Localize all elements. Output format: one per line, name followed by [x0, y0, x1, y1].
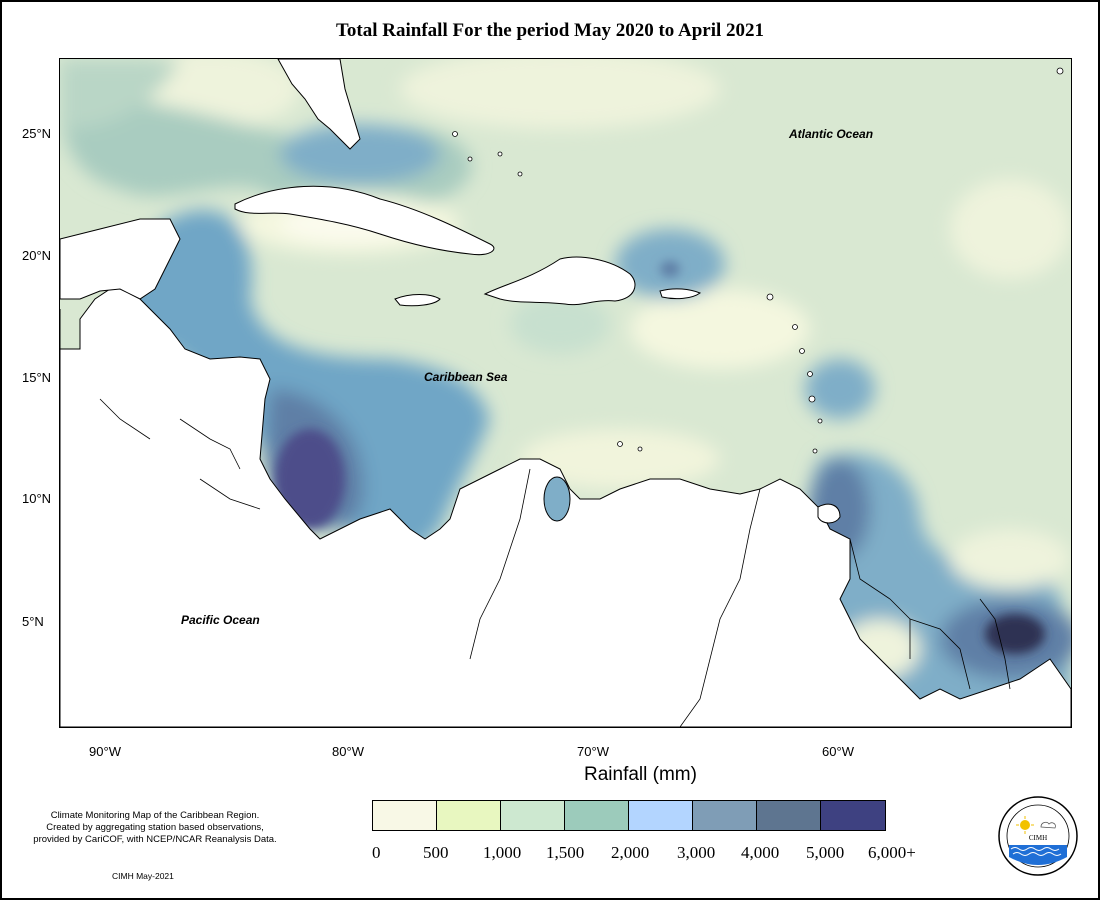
lon-label-60w: 60°W [822, 744, 854, 759]
lat-label-10n: 10°N [22, 491, 52, 506]
land-hispaniola [483, 256, 636, 306]
country-borders [99, 398, 1011, 727]
legend-swatch [437, 801, 501, 830]
legend-tick-label: 1,500 [546, 843, 585, 862]
legend-swatch [821, 801, 885, 830]
caribbean-sea-label: Caribbean Sea [424, 370, 508, 384]
atlantic-ocean-label: Atlantic Ocean [789, 127, 874, 141]
lon-label-80w: 80°W [332, 744, 364, 759]
legend-tick-label: 2,000 [611, 843, 650, 862]
land-puerto-rico [659, 288, 702, 300]
credit-line: Climate Monitoring Map of the Caribbean … [50, 810, 260, 821]
lat-label-20n: 20°N [22, 248, 52, 263]
legend-tick-label: 500 [423, 843, 449, 862]
legend-tick-label: 3,000 [677, 843, 716, 862]
credit-line: Created by aggregating station based obs… [46, 822, 264, 833]
legend-swatch [757, 801, 821, 830]
rainfall-map-svg [60, 59, 1071, 727]
svg-text:CIMH: CIMH [1029, 834, 1047, 842]
rainfall-core-max [275, 261, 1045, 654]
lake-maracaibo [543, 476, 571, 522]
legend-swatch [629, 801, 693, 830]
legend-tick-label: 5,000 [806, 843, 845, 862]
lat-label-5n: 5°N [22, 614, 44, 629]
rainfall-map [59, 58, 1072, 728]
legend-color-bar [372, 800, 886, 831]
legend-tick-label: 1,000 [483, 843, 522, 862]
legend-tick-label: 6,000+ [868, 843, 916, 862]
land-florida [277, 59, 361, 150]
legend-swatch [373, 801, 437, 830]
land-jamaica [394, 294, 441, 307]
lat-label-15n: 15°N [22, 370, 52, 385]
land-yucatan [60, 218, 181, 300]
credit-line: provided by CariCOF, with NCEP/NCAR Rean… [33, 834, 277, 845]
land-trinidad [817, 503, 841, 524]
legend-tick-label: 4,000 [741, 843, 780, 862]
legend-title: Rainfall (mm) [584, 764, 697, 785]
legend-swatch [693, 801, 757, 830]
credit-text: Climate Monitoring Map of the Caribbean … [20, 810, 290, 846]
lon-label-70w: 70°W [577, 744, 609, 759]
pacific-ocean-label: Pacific Ocean [181, 613, 260, 627]
credit-stamp: CIMH May-2021 [112, 871, 174, 881]
legend-swatch [501, 801, 565, 830]
land-cuba [234, 185, 495, 256]
lon-label-90w: 90°W [89, 744, 121, 759]
cimh-logo-icon: CIMH [997, 795, 1079, 877]
lat-label-25n: 25°N [22, 126, 52, 141]
legend-swatch [565, 801, 629, 830]
small-islands [452, 67, 1064, 454]
legend-tick-label: 0 [372, 843, 381, 862]
map-title: Total Rainfall For the period May 2020 t… [335, 20, 765, 41]
